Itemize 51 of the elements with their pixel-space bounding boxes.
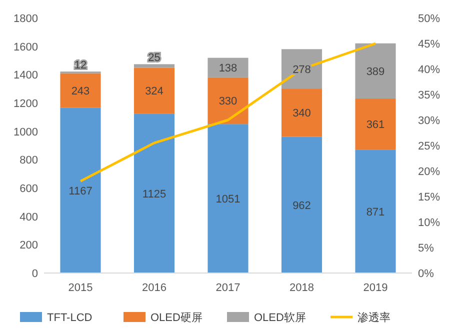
legend-label: OLED软屏 [254,312,306,324]
data-label: 243 [71,85,90,98]
bar [355,150,396,273]
y2-tick-label: 50% [418,13,440,25]
y2-tick-label: 45% [418,38,440,50]
data-label: 324 [145,86,164,98]
data-label: 871 [366,206,385,218]
y2-tick-label: 20% [418,166,440,178]
bar [134,64,175,68]
x-tick-label: 2016 [142,282,166,294]
data-label: 1125 [142,188,166,200]
y2-tick-label: 5% [418,242,434,254]
x-tick-label: 2017 [216,282,240,294]
y-tick-label: 1000 [14,126,38,138]
x-tick-label: 2015 [68,282,93,294]
data-label: 138 [218,62,238,75]
y2-tick-label: 0% [418,268,434,280]
bar [134,114,175,273]
x-tick-label: 2018 [290,282,314,294]
y2-tick-label: 15% [418,192,440,204]
bar [281,136,322,273]
data-label: 361 [366,119,385,132]
y-tick-label: 400 [20,211,38,224]
y2-tick-label: 25% [418,140,440,152]
y2-tick-label: 40% [418,64,440,76]
bar [208,124,248,273]
bar [60,108,101,273]
data-label: 389 [366,66,385,78]
legend-label: 渗透率 [358,311,390,324]
legend-label: OLED硬屏 [150,312,202,324]
data-label: 1051 [216,194,240,206]
data-label: 12 [74,60,87,72]
y-tick-label: 600 [20,183,38,195]
bar [355,98,396,150]
x-tick-label: 2019 [363,282,388,294]
data-label: 340 [292,108,311,120]
y-tick-label: 200 [20,240,38,252]
y2-tick-label: 35% [418,90,440,102]
y-tick-label: 0 [32,268,38,280]
y-tick-label: 1200 [14,98,38,110]
y2-tick-label: 10% [418,217,440,229]
y-tick-label: 1800 [14,13,38,25]
y2-tick-label: 30% [418,115,440,127]
y-tick-label: 1600 [14,41,38,54]
y-tick-label: 800 [20,154,38,167]
data-label: 25 [148,52,160,64]
data-label: 1167 [68,185,92,198]
data-label: 330 [218,96,238,108]
data-label: 962 [292,200,311,212]
y-tick-label: 1400 [14,70,38,82]
legend-label: TFT-LCD [47,312,92,324]
